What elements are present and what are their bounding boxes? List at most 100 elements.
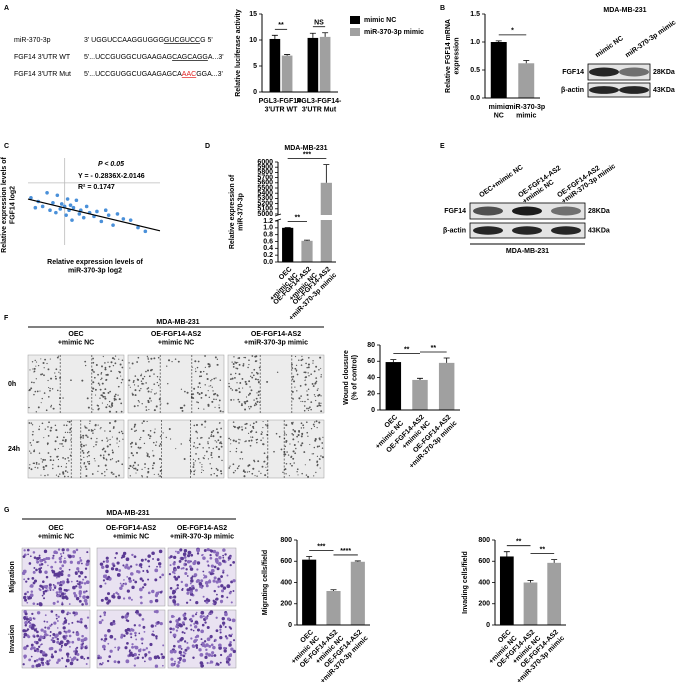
cell-dot [43, 392, 46, 394]
cell-dot [146, 476, 149, 478]
cell-dot [289, 463, 292, 465]
cell-dot [229, 439, 232, 441]
cell-dot [58, 571, 62, 575]
cell-dot [173, 649, 177, 654]
cell-dot [88, 454, 90, 457]
cell-dot [170, 596, 174, 599]
y-tick-label: 0 [288, 622, 292, 629]
cell-dot [133, 467, 135, 470]
panel-label: F [4, 315, 9, 322]
column-header: OEC +mimic NC [38, 525, 74, 541]
cell-dot [101, 382, 104, 385]
cell-dot [152, 454, 155, 457]
cell-dot [228, 437, 230, 440]
cell-dot [44, 589, 48, 593]
cell-dot [176, 622, 180, 625]
cell-dot [122, 438, 124, 440]
cell-dot [134, 467, 137, 470]
y-axis-label-line: FGF14 log2 [9, 186, 16, 224]
lane-label: miR-370-3p mimic [624, 19, 677, 59]
cell-dot [58, 403, 61, 406]
cell-dot [105, 374, 108, 376]
cell-dot [215, 629, 219, 633]
cell-dot [202, 469, 204, 472]
cell-dot [217, 455, 221, 458]
sequence: 5'...UCCGUGGCUGAAGAGCAAACGGA...3' [84, 71, 223, 78]
cell-dot [215, 377, 217, 379]
cell-dot [296, 373, 299, 376]
cell-dot [109, 622, 114, 626]
cell-dot [94, 460, 96, 462]
cell-dot [315, 399, 317, 402]
cell-dot [191, 614, 195, 618]
cell-dot [218, 448, 221, 451]
cell-dot [180, 567, 183, 570]
cell-dot [169, 620, 172, 624]
cell-dot [310, 373, 312, 376]
cell-dot [229, 641, 232, 644]
cell-dot [25, 580, 28, 583]
cell-dot [82, 437, 84, 439]
cell-dot [33, 567, 36, 569]
cell-dot [173, 595, 177, 599]
cell-dot [116, 442, 118, 444]
cell-dot [136, 469, 139, 471]
cell-dot [320, 374, 322, 376]
cell-dot [189, 565, 192, 568]
cell-dot [36, 390, 39, 393]
bar [282, 227, 294, 262]
cell-dot [75, 632, 80, 637]
cell-dot [194, 560, 197, 563]
y-tick-label: 5900 [257, 164, 273, 171]
cell-dot [41, 594, 44, 597]
cell-dot [198, 443, 201, 446]
column-header: OE-FGF14-AS2 +mimic NC [106, 525, 156, 541]
cell-dot [126, 566, 131, 570]
cell-dot [54, 561, 57, 564]
cell-dot [175, 629, 179, 632]
scatter-point [74, 198, 79, 203]
cell-dot [153, 373, 155, 375]
error-bar [330, 589, 337, 591]
cell-dot [143, 375, 146, 378]
cell-dot [209, 463, 211, 465]
cell-dot [113, 398, 116, 401]
cell-dot [137, 385, 139, 387]
bar [412, 379, 428, 410]
cell-dot [235, 447, 238, 450]
cell-dot [85, 663, 88, 666]
cell-dot [297, 433, 300, 437]
cell-dot [55, 368, 58, 371]
cell-dot [82, 452, 85, 454]
cell-dot [144, 655, 147, 658]
cell-dot [252, 422, 255, 425]
cell-dot [61, 580, 64, 583]
cell-dot [43, 374, 45, 377]
cell-dot [107, 391, 110, 394]
cell-dot [292, 438, 295, 441]
cell-dot [196, 432, 198, 434]
cell-dot [250, 436, 252, 438]
cell-dot [41, 373, 44, 375]
cell-dot [112, 595, 116, 599]
cell-dot [109, 430, 111, 433]
cell-dot [56, 455, 59, 458]
cell-dot [132, 579, 135, 582]
cell-dot [321, 442, 324, 444]
cell-dot [293, 462, 295, 464]
cell-dot [111, 402, 114, 405]
cell-dot [76, 561, 81, 565]
column-header: OE-FGF14-AS2 +mimic NC [151, 331, 201, 347]
error-bar [503, 551, 510, 557]
cell-dot [120, 556, 123, 559]
cell-dot [159, 590, 163, 594]
cell-dot [36, 441, 39, 444]
cell-dot [307, 388, 310, 391]
cell-dot [192, 366, 194, 368]
cell-dot [230, 580, 234, 584]
cell-dot [138, 624, 141, 627]
cell-dot [97, 424, 99, 426]
cell-dot [157, 621, 160, 624]
cell-dot [230, 387, 232, 390]
